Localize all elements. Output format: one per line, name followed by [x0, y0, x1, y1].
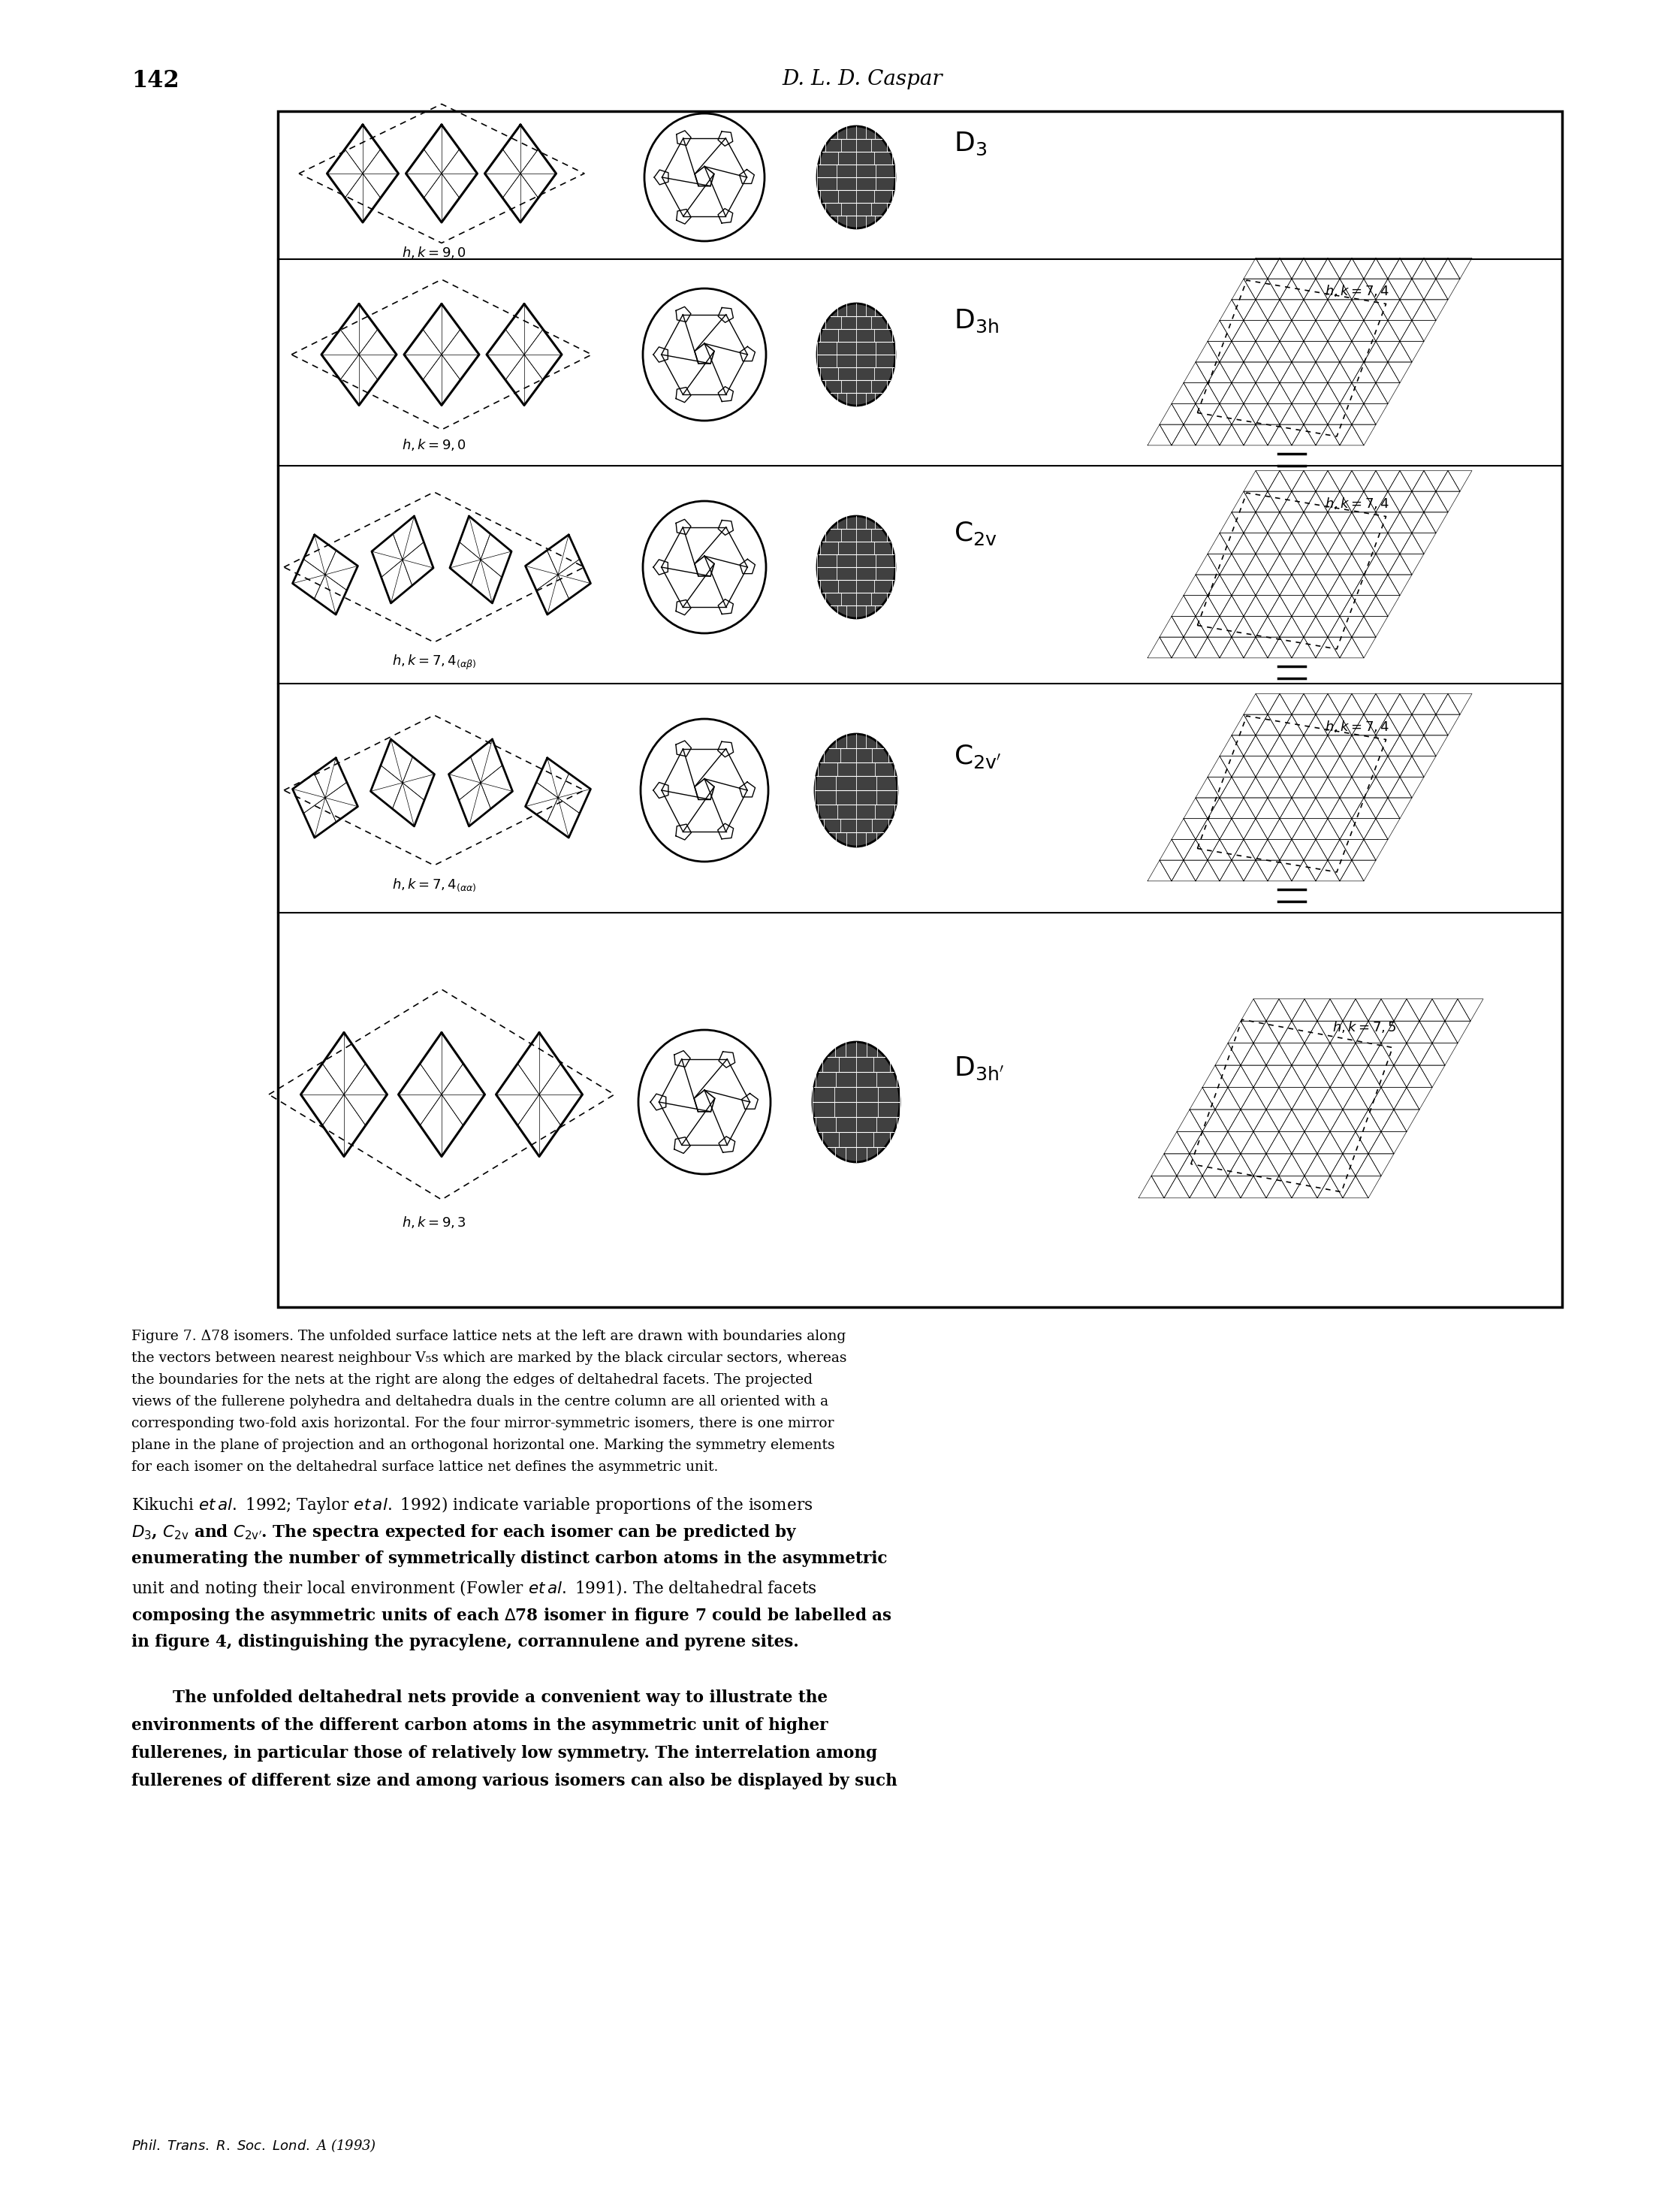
Text: Figure 7. Δ78 isomers. The unfolded surface lattice nets at the left are drawn w: Figure 7. Δ78 isomers. The unfolded surf…: [131, 1329, 845, 1342]
Text: plane in the plane of projection and an orthogonal horizontal one. Marking the s: plane in the plane of projection and an …: [131, 1438, 835, 1452]
Text: in figure 4, distinguishing the pyracylene, corrannulene and pyrene sites.: in figure 4, distinguishing the pyracyle…: [131, 1633, 800, 1650]
Ellipse shape: [816, 127, 895, 227]
Text: fullerenes, in particular those of relatively low symmetry. The interrelation am: fullerenes, in particular those of relat…: [131, 1744, 877, 1762]
Text: $\mathrm{D_3}$: $\mathrm{D_3}$: [954, 131, 986, 157]
Text: Kikuchi $\mathit{et\,al.}$ 1992; Taylor $\mathit{et\,al.}$ 1992) indicate variab: Kikuchi $\mathit{et\,al.}$ 1992; Taylor …: [131, 1495, 813, 1515]
Text: $h,k = 7,4_{(\alpha\alpha)}$: $h,k = 7,4_{(\alpha\alpha)}$: [391, 877, 477, 892]
Text: $\mathrm{C_{2v}}$: $\mathrm{C_{2v}}$: [954, 520, 998, 546]
Text: enumerating the number of symmetrically distinct carbon atoms in the asymmetric: enumerating the number of symmetrically …: [131, 1550, 887, 1567]
Ellipse shape: [643, 289, 766, 420]
Text: for each isomer on the deltahedral surface lattice net defines the asymmetric un: for each isomer on the deltahedral surfa…: [131, 1460, 719, 1473]
Ellipse shape: [640, 719, 768, 861]
Text: $h,k = 7,5$: $h,k = 7,5$: [1332, 1019, 1396, 1034]
Text: views of the fullerene polyhedra and deltahedra duals in the centre column are a: views of the fullerene polyhedra and del…: [131, 1395, 828, 1408]
Ellipse shape: [815, 734, 897, 846]
Bar: [277, 111, 1562, 1307]
Text: environments of the different carbon atoms in the asymmetric unit of higher: environments of the different carbon ato…: [131, 1718, 828, 1733]
Ellipse shape: [816, 304, 895, 407]
Text: $D_3$, $C_{2\mathrm{v}}$ and $C_{2\mathrm{v}'}$. The spectra expected for each i: $D_3$, $C_{2\mathrm{v}}$ and $C_{2\mathr…: [131, 1524, 798, 1541]
Text: $h,k = 9,3$: $h,k = 9,3$: [402, 1215, 467, 1231]
Text: $\mathrm{C_{2v'}}$: $\mathrm{C_{2v'}}$: [954, 743, 1001, 769]
Text: the vectors between nearest neighbour V₅s which are marked by the black circular: the vectors between nearest neighbour V₅…: [131, 1351, 847, 1364]
Text: $h,k = 9,0$: $h,k = 9,0$: [402, 245, 467, 260]
Text: $h,k = 7,4$: $h,k = 7,4$: [1324, 496, 1389, 512]
Text: corresponding two-fold axis horizontal. For the four mirror-symmetric isomers, t: corresponding two-fold axis horizontal. …: [131, 1417, 833, 1430]
Ellipse shape: [643, 501, 766, 634]
Text: $\mathit{Phil.\ Trans.\ R.\ Soc.\ Lond.}$ A (1993): $\mathit{Phil.\ Trans.\ R.\ Soc.\ Lond.}…: [131, 2138, 376, 2153]
Ellipse shape: [645, 114, 764, 240]
Ellipse shape: [638, 1030, 771, 1174]
Text: $\mathrm{D_{3h'}}$: $\mathrm{D_{3h'}}$: [954, 1056, 1005, 1082]
Text: 142: 142: [131, 70, 180, 92]
Text: $h,k = 7,4$: $h,k = 7,4$: [1324, 284, 1389, 297]
Text: $h,k = 7,4$: $h,k = 7,4$: [1324, 719, 1389, 734]
Ellipse shape: [813, 1043, 900, 1163]
Text: D. L. D. Caspar: D. L. D. Caspar: [781, 70, 942, 90]
Text: fullerenes of different size and among various isomers can also be displayed by : fullerenes of different size and among v…: [131, 1773, 897, 1790]
Text: $h,k = 7,4_{(\alpha\beta)}$: $h,k = 7,4_{(\alpha\beta)}$: [391, 654, 477, 671]
Text: the boundaries for the nets at the right are along the edges of deltahedral face: the boundaries for the nets at the right…: [131, 1373, 813, 1386]
Text: $\mathrm{D_{3h}}$: $\mathrm{D_{3h}}$: [954, 308, 1000, 334]
Text: $h,k = 9,0$: $h,k = 9,0$: [402, 437, 467, 453]
Text: composing the asymmetric units of each $\Delta$78 isomer in figure 7 could be la: composing the asymmetric units of each $…: [131, 1607, 892, 1626]
Text: The unfolded deltahedral nets provide a convenient way to illustrate the: The unfolded deltahedral nets provide a …: [173, 1690, 828, 1705]
Text: unit and noting their local environment (Fowler $\mathit{et\,al.}$ 1991). The de: unit and noting their local environment …: [131, 1578, 816, 1598]
Ellipse shape: [816, 516, 895, 619]
